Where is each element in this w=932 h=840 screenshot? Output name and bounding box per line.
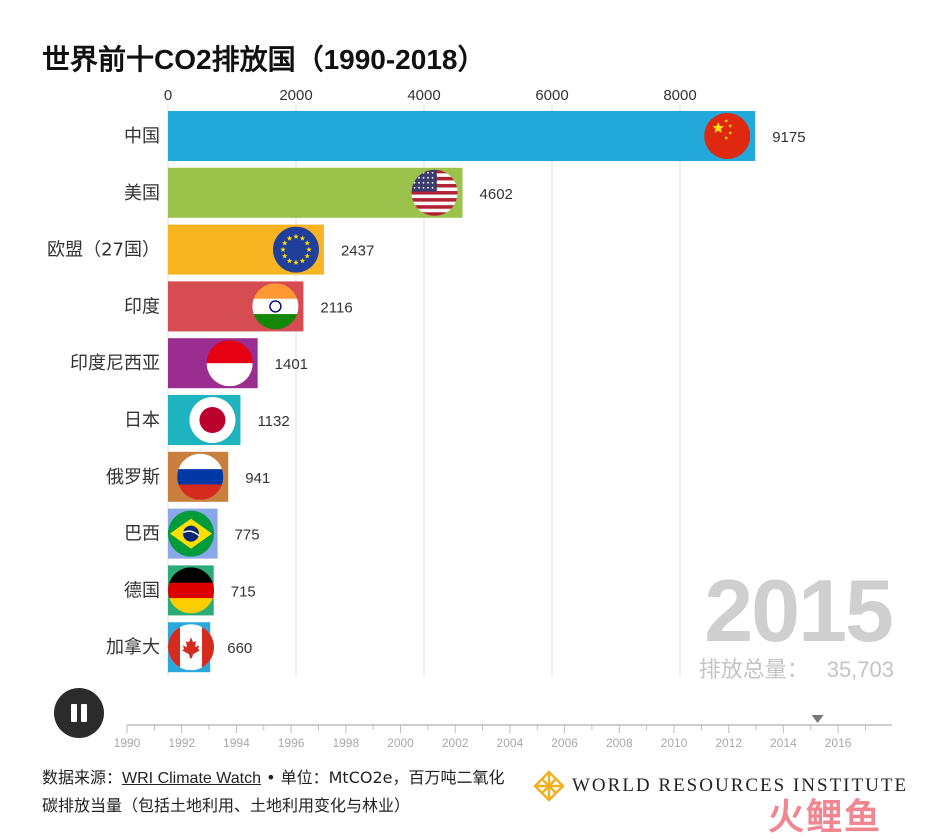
usa-flag-icon: [411, 169, 458, 216]
current-year: 2015: [704, 561, 894, 660]
x-tick-label: 2000: [279, 87, 312, 104]
timeline-year-label: 2012: [715, 736, 742, 750]
timeline-year-label: 1990: [114, 736, 141, 750]
timeline-year-label: 2016: [825, 736, 852, 750]
indonesia-flag-icon: [206, 340, 253, 387]
x-tick-label: 0: [164, 87, 172, 104]
timeline-year-label: 2000: [387, 736, 414, 750]
value-label: 660: [227, 640, 252, 657]
russia-flag-icon: [177, 453, 224, 500]
germany-flag-icon: [168, 567, 214, 614]
timeline-year-label: 2006: [551, 736, 578, 750]
footer-line2: 碳排放当量（包括土地利用、土地利用变化与林业）: [42, 796, 411, 815]
pause-button[interactable]: [54, 688, 104, 738]
category-label: 俄罗斯: [106, 467, 160, 488]
wri-logo-text: WORLD RESOURCES INSTITUTE: [572, 775, 909, 796]
bar-row: 日本 1132: [124, 395, 290, 445]
value-label: 941: [245, 470, 270, 487]
timeline-year-label: 1992: [168, 736, 195, 750]
japan-flag-icon: [189, 397, 236, 443]
source-link[interactable]: WRI Climate Watch: [122, 770, 261, 787]
timeline-year-label: 2004: [497, 736, 524, 750]
footer-note: 数据来源：WRI Climate Watch • 单位：MtCO2e，百万吨二氧…: [42, 764, 504, 819]
brazil-flag-icon: [168, 510, 214, 557]
bar-row: 俄罗斯 941: [106, 451, 270, 502]
value-label: 775: [235, 527, 260, 544]
x-tick-label: 4000: [407, 87, 440, 104]
bar: [168, 111, 756, 161]
category-label: 印度: [124, 296, 160, 317]
value-label: 2437: [341, 243, 374, 260]
x-tick-label: 8000: [663, 87, 696, 104]
unit-text: • 单位：MtCO2e，百万吨二氧化: [261, 768, 505, 787]
category-label: 德国: [124, 580, 160, 601]
value-label: 1132: [257, 413, 289, 430]
eu-flag-icon: [272, 226, 319, 273]
category-label: 加拿大: [106, 636, 160, 658]
timeline-handle[interactable]: [811, 715, 824, 723]
bar-row: 德国 715: [124, 565, 256, 616]
category-label: 印度尼西亚: [70, 353, 160, 374]
timeline-year-label: 2014: [770, 736, 797, 750]
x-tick-label: 6000: [535, 87, 568, 104]
value-label: 2116: [320, 299, 352, 316]
timeline-year-label: 1994: [223, 736, 250, 750]
category-label: 巴西: [124, 524, 160, 545]
value-label: 4602: [480, 186, 513, 203]
timeline-year-label: 1996: [278, 736, 305, 750]
total-value: 35,703: [826, 657, 894, 682]
category-label: 欧盟（27国）: [47, 240, 160, 261]
india-flag-icon: [252, 283, 299, 330]
timeline-year-label: 1998: [332, 736, 359, 750]
value-label: 1401: [275, 356, 308, 373]
canada-flag-icon: [168, 624, 214, 671]
bar-row: 巴西 775: [124, 508, 260, 559]
source-prefix: 数据来源：: [42, 768, 123, 787]
bar-row: 印度 2116: [124, 281, 353, 332]
bar-row: 印度尼西亚 1401: [70, 338, 308, 389]
category-label: 美国: [124, 183, 160, 204]
timeline-year-label: 2002: [442, 736, 469, 750]
total-emissions: 排放总量： 35,703: [699, 652, 894, 684]
bar-row: 中国 9175: [124, 111, 806, 161]
watermark: 火鲤鱼: [768, 797, 883, 838]
timeline-year-label: 2008: [606, 736, 633, 750]
bar-row: 美国 4602: [124, 167, 513, 218]
wri-logo-icon: [533, 770, 565, 802]
bar-row: 加拿大 660: [106, 622, 252, 673]
total-label: 排放总量：: [698, 658, 809, 683]
chart-title: 世界前十CO2排放国（1990-2018）: [42, 44, 486, 75]
pause-icon: [71, 704, 77, 722]
value-label: 9175: [772, 129, 805, 146]
bar-chart: 0 2000 4000 6000 8000 中国 9175 美国 4602 欧盟（27国） 243…: [47, 87, 806, 676]
category-label: 日本: [124, 410, 160, 431]
china-flag-icon: [704, 113, 751, 159]
timeline-year-label: 2010: [661, 736, 688, 750]
category-label: 中国: [124, 126, 160, 147]
bar-row: 欧盟（27国） 2437: [47, 224, 374, 275]
value-label: 715: [231, 583, 256, 600]
